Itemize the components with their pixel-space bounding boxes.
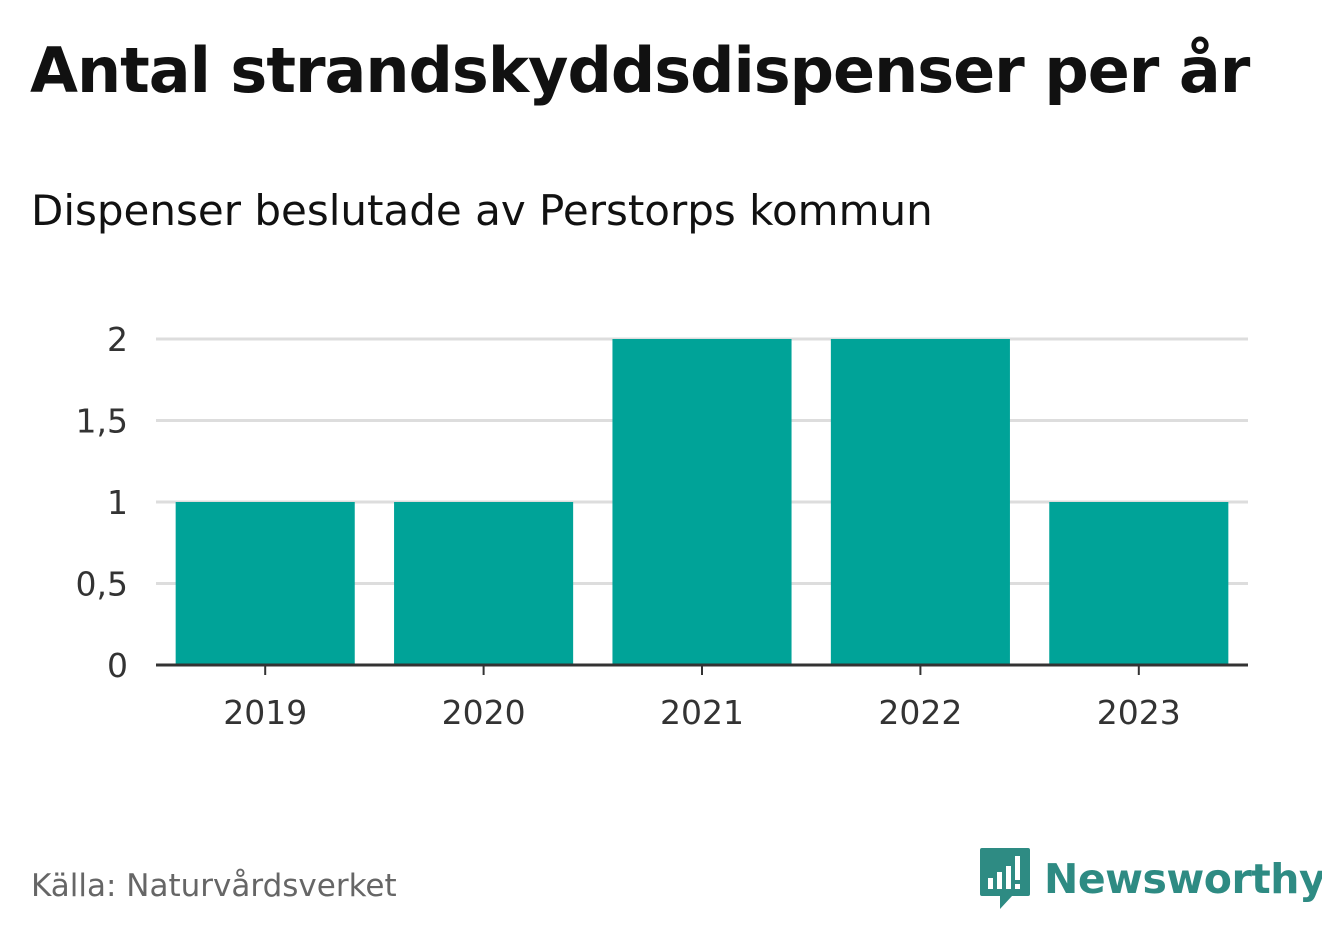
x-tick-label: 2021 [660,693,744,732]
newsworthy-logo-icon [980,848,1030,909]
bar [612,339,792,665]
y-tick-label: 0 [107,646,128,685]
brand-name: Newsworthy [1044,855,1322,903]
x-tick-label: 2020 [442,693,526,732]
x-tick-label: 2022 [878,693,962,732]
bar [830,339,1010,665]
brand: Newsworthy [980,848,1322,910]
y-tick-label: 1,5 [76,402,128,441]
source-note: Källa: Naturvårdsverket [31,868,397,904]
y-tick-label: 1 [107,483,128,522]
bar [175,502,355,665]
chart-title: Antal strandskyddsdispenser per år [30,34,1250,107]
x-tick-label: 2019 [223,693,307,732]
y-tick-label: 0,5 [76,565,128,604]
chart-subtitle: Dispenser beslutade av Perstorps kommun [31,186,933,235]
x-tick-label: 2023 [1097,693,1181,732]
bar [394,502,574,665]
y-tick-label: 2 [107,320,128,359]
bar [1049,502,1229,665]
